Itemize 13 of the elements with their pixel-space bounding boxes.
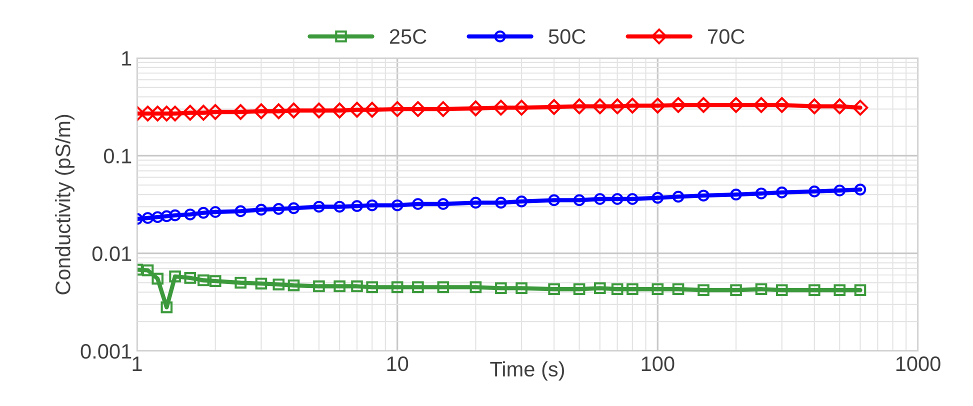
legend-label: 25C [390,29,426,44]
x-tick-label: 10 [387,356,408,372]
y-tick-label: 0.001 [80,344,132,359]
y-tick-label: 0.1 [104,148,132,164]
x-axis-title: Time (s) [490,361,564,381]
legend-label: 50C [548,29,586,44]
y-tick-label: 0.01 [92,246,132,262]
y-axis-title: Conductivity (pS/m) [55,114,74,294]
x-tick-label: 100 [642,356,674,372]
x-tick-label: 1000 [896,356,940,372]
legend-label: 70C [708,29,744,44]
y-tick-label: 1 [122,51,132,66]
x-tick-label: 1 [132,356,142,371]
